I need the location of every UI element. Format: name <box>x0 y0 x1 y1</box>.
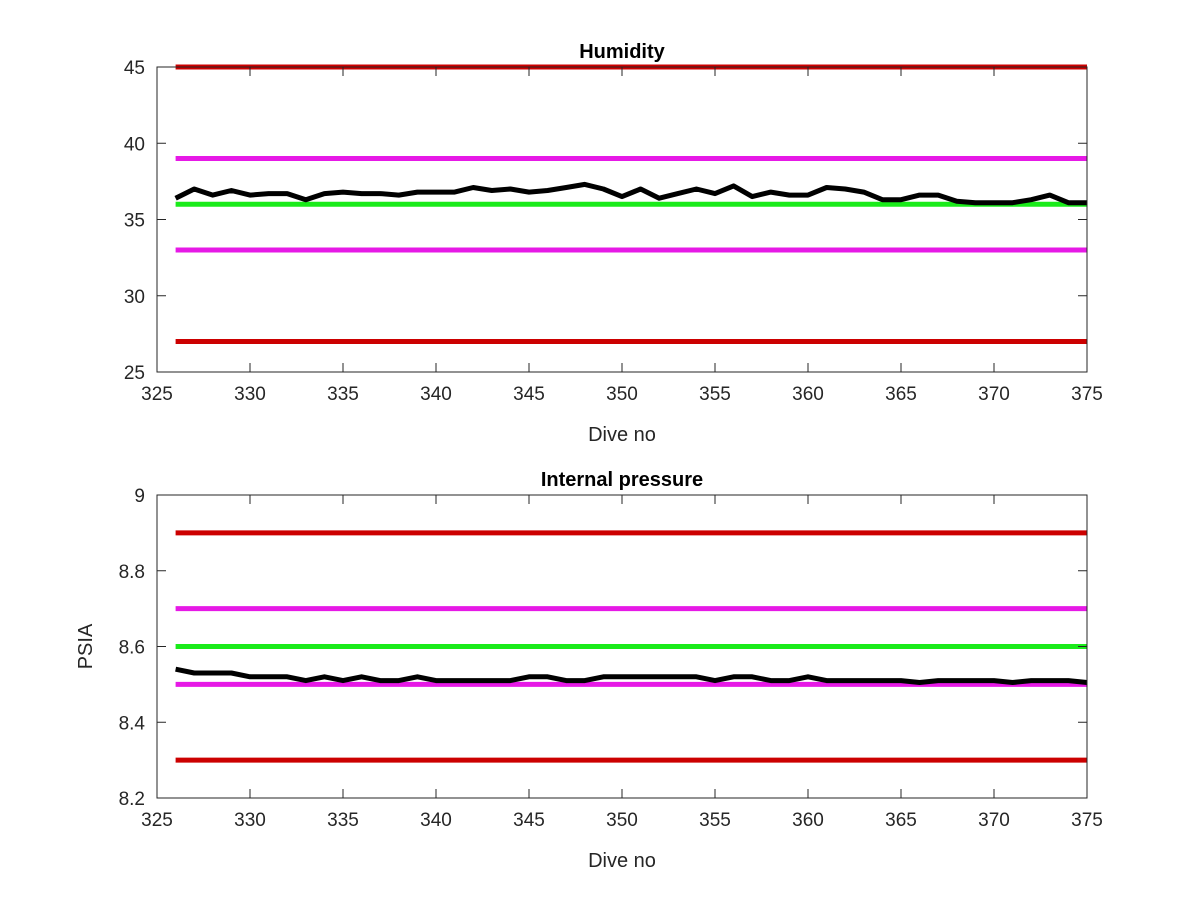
internal-pressure-panel: 325 330 335 340 345 350 355 360 365 370 375 8.2 8.4 8… <box>75 469 1103 872</box>
y-tick-label: 35 <box>124 211 145 232</box>
x-tick-label: 370 <box>978 384 1010 405</box>
internal-pressure-series <box>175 530 1088 763</box>
x-tick-label: 375 <box>1071 384 1103 405</box>
internal-pressure-ticks: 325 330 335 340 345 350 355 360 365 370 375 8.2 8.4 8… <box>119 486 1103 831</box>
x-tick-label: 335 <box>327 384 359 405</box>
x-tick-label: 375 <box>1071 810 1103 831</box>
y-tick-label: 8.4 <box>119 713 146 734</box>
x-tick-label: 340 <box>420 384 452 405</box>
y-tick-label: 45 <box>124 58 145 79</box>
x-tick-label: 355 <box>699 810 731 831</box>
internal-pressure-chart-title: Internal pressure <box>541 469 703 491</box>
humidity-ticks: 325 330 335 340 345 350 355 360 365 370 375 25 30 35 4… <box>124 58 1103 405</box>
x-tick-label: 325 <box>141 384 173 405</box>
internal-pressure-x-axis-label: Dive no <box>588 850 656 872</box>
y-tick-label: 8.8 <box>119 562 145 583</box>
internal-pressure-measured-line <box>175 666 1088 685</box>
x-tick-label: 355 <box>699 384 731 405</box>
x-tick-label: 335 <box>327 810 359 831</box>
x-tick-label: 345 <box>513 810 545 831</box>
internal-pressure-y-axis-label: PSIA <box>75 623 97 669</box>
x-tick-label: 350 <box>606 810 638 831</box>
humidity-x-axis-label: Dive no <box>588 424 656 446</box>
x-tick-label: 370 <box>978 810 1010 831</box>
x-tick-label: 350 <box>606 384 638 405</box>
x-tick-label: 330 <box>234 810 266 831</box>
y-tick-label: 9 <box>134 486 145 507</box>
x-tick-label: 365 <box>885 384 917 405</box>
y-tick-label: 40 <box>124 134 145 155</box>
y-tick-label: 8.2 <box>119 789 145 810</box>
x-tick-label: 340 <box>420 810 452 831</box>
y-tick-label: 30 <box>124 287 145 308</box>
x-tick-label: 345 <box>513 384 545 405</box>
y-tick-label: 25 <box>124 363 145 384</box>
humidity-chart-title: Humidity <box>579 41 665 63</box>
x-tick-label: 325 <box>141 810 173 831</box>
x-tick-label: 360 <box>792 810 824 831</box>
x-tick-label: 330 <box>234 384 266 405</box>
y-tick-label: 8.6 <box>119 638 145 659</box>
humidity-measured-line <box>174 181 1087 206</box>
x-tick-label: 365 <box>885 810 917 831</box>
x-tick-label: 360 <box>792 384 824 405</box>
humidity-panel: 325 330 335 340 345 350 355 360 365 370 375 25 30 35 4… <box>124 41 1103 446</box>
